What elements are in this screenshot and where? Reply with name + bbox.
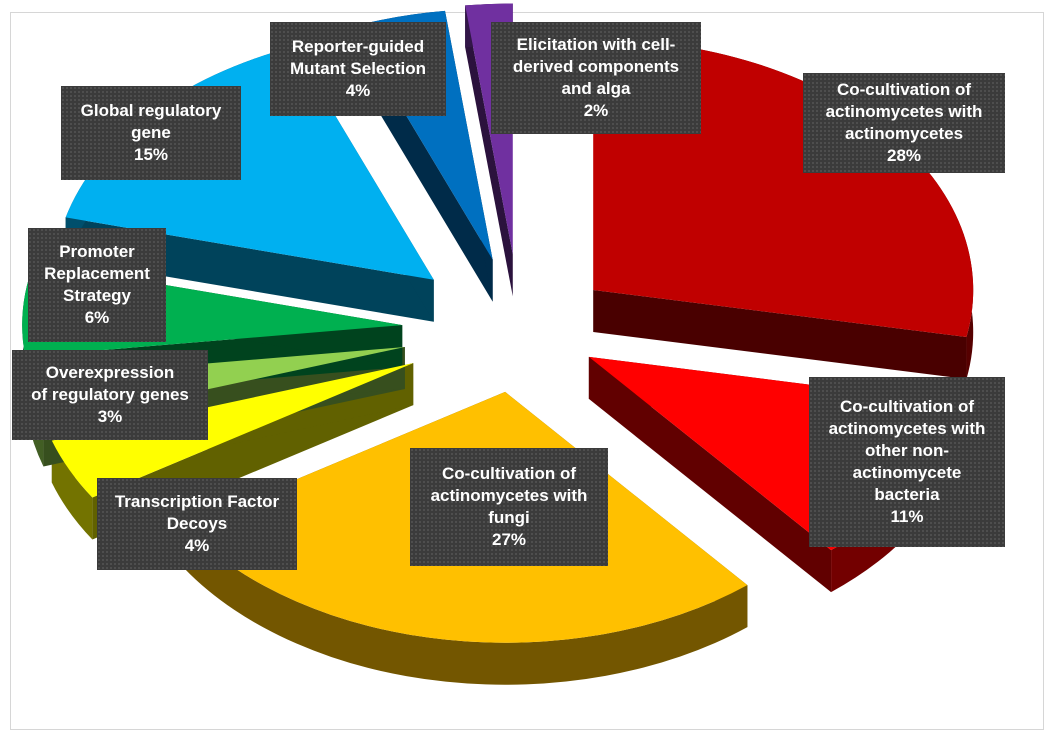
slice-global-regulatory-gene[interactable] — [65, 46, 434, 280]
data-label-line: actinomycetes with — [430, 486, 588, 505]
data-label-line: Transcription Factor — [114, 492, 280, 511]
data-label-line: of regulatory genes — [31, 385, 189, 404]
data-label-line: Co-cultivation of — [839, 397, 975, 416]
data-label-line: Mutant Selection — [289, 59, 426, 78]
data-label-percent: 3% — [97, 407, 123, 426]
data-label-line: bacteria — [874, 485, 940, 504]
data-label-line: Decoys — [166, 514, 228, 533]
data-label-elicitation-with-cell-derived-components-and-alga: Elicitation with cell-derived components… — [491, 22, 701, 134]
data-label-percent: 4% — [345, 81, 371, 100]
data-label-transcription-factor-decoys: Transcription Factor Decoys 4% — [97, 478, 297, 570]
data-label-line: Co-cultivation of — [441, 464, 577, 483]
data-label-line: Elicitation with cell- — [516, 35, 676, 54]
data-label-line: actinomycetes with — [825, 102, 983, 121]
data-label-percent: 2% — [583, 101, 609, 120]
data-label-line: actinomycete — [852, 463, 962, 482]
data-label-percent: 27% — [491, 530, 527, 549]
data-label-co-cultivation-of-actinomycetes-with-other-non-actinomycete-bacteria: Co-cultivation of actinomycetes with other… — [809, 377, 1005, 547]
data-label-line: Overexpression — [45, 363, 175, 382]
data-label-line: gene — [131, 123, 171, 142]
data-label-promoter-replacement-strategy: Promoter Replacement Strategy 6% — [28, 228, 166, 342]
data-label-co-cultivation-of-actinomycetes-with-actinomycetes: Co-cultivation of actinomycetes with actin… — [803, 73, 1005, 173]
data-label-percent: 4% — [184, 536, 210, 555]
data-label-overexpression-of-regulatory-genes: Overexpression of regulatory genes 3% — [12, 350, 208, 440]
chart-frame — [10, 12, 1044, 730]
data-label-percent: 28% — [886, 146, 922, 165]
data-label-line: other non- — [864, 441, 950, 460]
data-label-line: Strategy — [62, 286, 132, 305]
data-label-line: Global regulatory — [80, 101, 222, 120]
data-label-line: Reporter-guided — [291, 37, 425, 56]
data-label-percent: 15% — [133, 145, 169, 164]
data-label-line: actinomycetes with — [828, 419, 986, 438]
data-label-reporter-guided-mutant-selection: Reporter-guided Mutant Selection 4% — [270, 22, 446, 116]
data-label-global-regulatory-gene: Global regulatory gene 15% — [61, 86, 241, 180]
data-label-line: derived components — [512, 57, 680, 76]
data-label-percent: 11% — [890, 507, 924, 526]
data-label-line: Co-cultivation of — [836, 80, 972, 99]
data-label-line: and alga — [561, 79, 631, 98]
data-label-line: actinomycetes — [844, 124, 964, 143]
data-label-line: Promoter — [59, 242, 135, 261]
data-label-line: fungi — [488, 508, 530, 527]
data-label-co-cultivation-of-actinomycetes-with-fungi: Co-cultivation of actinomycetes with fungi… — [410, 448, 608, 566]
data-label-percent: 6% — [84, 308, 110, 327]
slice-transcription-factor-decoys[interactable] — [51, 363, 414, 498]
data-label-line: Replacement — [44, 264, 150, 283]
